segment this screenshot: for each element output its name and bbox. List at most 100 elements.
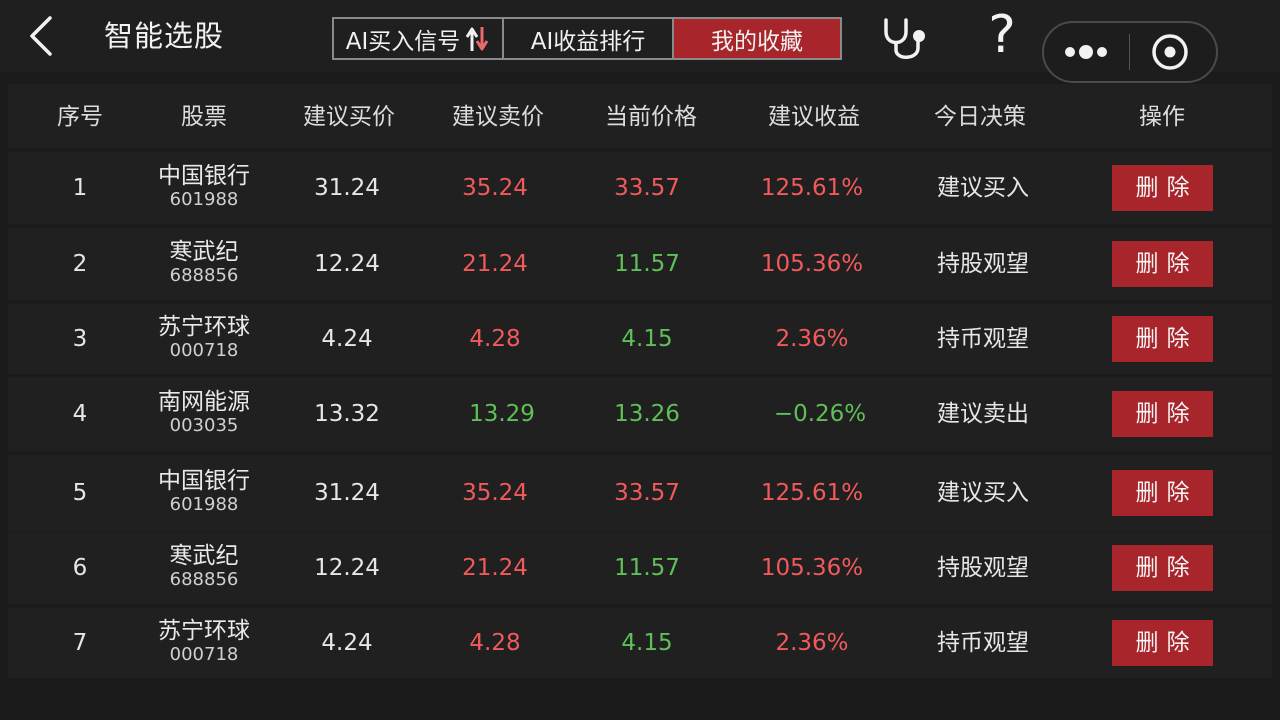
delete-button[interactable]: 删除 [1112,165,1213,211]
stock-code: 000718 [169,644,239,665]
suggested-sell-price: 13.29 [469,401,535,427]
suggested-buy-price: 4.24 [321,630,373,656]
stethoscope-icon [884,18,925,59]
suggested-profit: 105.36% [760,251,864,277]
tab-my-favorites[interactable]: 我的收藏 [672,19,840,58]
stock-name: 中国银行 [158,468,250,494]
delete-button[interactable]: 删除 [1112,391,1213,437]
suggested-profit: 2.36% [775,630,849,656]
tab-label: AI买入信号 [345,28,461,55]
column-header: 操作 [1139,104,1185,130]
delete-button[interactable]: 删除 [1112,470,1213,516]
stock-code: 601988 [169,494,239,515]
table-row: 2 寒武纪 688856 12.24 21.24 11.57 105.36% 持股观望 删除 [8,228,1272,300]
current-price: 13.26 [614,401,680,427]
table-row: 7 苏宁环球 000718 4.24 4.28 4.15 2.36% 持币观望 删除 [8,608,1272,678]
stock-name: 寒武纪 [169,543,239,569]
stock-cell: 寒武纪 688856 [170,543,239,591]
row-index: 7 [72,630,88,656]
stock-code: 688856 [169,265,239,286]
page-title: 智能选股 [104,19,225,53]
tab-ai-profit-rank[interactable]: AI收益排行 [502,19,672,58]
suggested-profit: 125.61% [760,175,864,201]
suggested-profit: 105.36% [760,555,864,581]
today-decision: 持股观望 [937,555,1029,581]
favorites-table: 序号 股票 建议买价 建议卖价 当前价格 建议收益 今日决策 操作 1 中国银行 6… [8,84,1272,720]
stethoscope-button[interactable] [880,16,932,62]
table-row: 5 中国银行 601988 31.24 35.24 33.57 125.61% 建议买入 删除 [8,455,1272,531]
current-price: 33.57 [614,175,680,201]
suggested-profit: 125.61% [760,480,864,506]
delete-button[interactable]: 删除 [1112,316,1213,362]
column-header: 建议卖价 [452,104,544,130]
current-price: 4.15 [621,630,673,656]
stock-code: 000718 [169,340,239,361]
stock-cell: 苏宁环球 000718 [158,314,250,362]
table-row: 3 苏宁环球 000718 4.24 4.28 4.15 2.36% 持币观望 删除 [8,304,1272,374]
target-close-icon [1152,34,1188,70]
help-button[interactable]: ? [982,6,1022,64]
today-decision: 建议买入 [937,480,1029,506]
suggested-buy-price: 31.24 [314,480,380,506]
stock-cell: 南网能源 003035 [158,389,250,437]
today-decision: 持币观望 [937,630,1029,656]
today-decision: 建议买入 [937,175,1029,201]
table-row: 4 南网能源 003035 13.32 13.29 13.26 −0.26% 建议卖出 删除 [8,377,1272,451]
tab-bar: AI买入信号 AI收益排行 我的收藏 [332,17,842,60]
column-header: 建议买价 [303,104,395,130]
row-index: 3 [72,326,88,352]
table-header: 序号 股票 建议买价 建议卖价 当前价格 建议收益 今日决策 操作 [8,84,1272,148]
row-index: 2 [72,251,88,277]
back-button[interactable] [22,14,62,58]
current-price: 33.57 [614,480,680,506]
delete-button[interactable]: 删除 [1112,241,1213,287]
current-price: 11.57 [614,555,680,581]
table-row: 1 中国银行 601988 31.24 35.24 33.57 125.61% 建议买入 删除 [8,152,1272,224]
column-header: 股票 [181,104,227,130]
stock-cell: 中国银行 601988 [158,163,250,211]
column-header: 建议收益 [768,104,860,130]
stock-name: 南网能源 [158,389,250,415]
today-decision: 持股观望 [937,251,1029,277]
suggested-sell-price: 35.24 [462,480,528,506]
suggested-sell-price: 21.24 [462,251,528,277]
row-index: 1 [72,175,88,201]
stock-code: 601988 [169,189,239,210]
stock-name: 苏宁环球 [158,314,250,340]
suggested-profit: 2.36% [775,326,849,352]
row-index: 5 [72,480,88,506]
more-button[interactable] [1058,32,1118,72]
column-header: 今日决策 [934,104,1026,130]
column-header: 序号 [57,104,103,130]
stock-cell: 寒武纪 688856 [170,239,239,287]
stock-code: 688856 [169,569,239,590]
suggested-buy-price: 12.24 [314,555,380,581]
suggested-buy-price: 4.24 [321,326,373,352]
suggested-buy-price: 31.24 [314,175,380,201]
suggested-sell-price: 4.28 [469,326,521,352]
current-price: 11.57 [614,251,680,277]
chevron-left-icon [30,16,52,56]
table-row: 6 寒武纪 688856 12.24 21.24 11.57 105.36% 持股观望 删除 [8,532,1272,604]
mini-program-capsule [1042,21,1218,83]
row-index: 4 [72,401,88,427]
stock-cell: 苏宁环球 000718 [158,618,250,666]
delete-button[interactable]: 删除 [1112,545,1213,591]
row-index: 6 [72,555,88,581]
more-dots-icon [1065,45,1107,59]
stock-name: 寒武纪 [169,239,239,265]
suggested-buy-price: 12.24 [314,251,380,277]
stock-code: 003035 [169,415,239,436]
delete-button[interactable]: 删除 [1112,620,1213,666]
suggested-sell-price: 21.24 [462,555,528,581]
question-mark-icon: ? [988,5,1016,65]
suggested-profit: −0.26% [773,401,867,427]
sort-arrows-icon [465,26,489,51]
close-mini-program-button[interactable] [1148,32,1192,72]
today-decision: 建议卖出 [937,401,1029,427]
capsule-divider [1129,34,1130,70]
stock-cell: 中国银行 601988 [158,468,250,516]
stock-name: 苏宁环球 [158,618,250,644]
tab-ai-buy-signal[interactable]: AI买入信号 [334,19,502,58]
suggested-buy-price: 13.32 [314,401,380,427]
